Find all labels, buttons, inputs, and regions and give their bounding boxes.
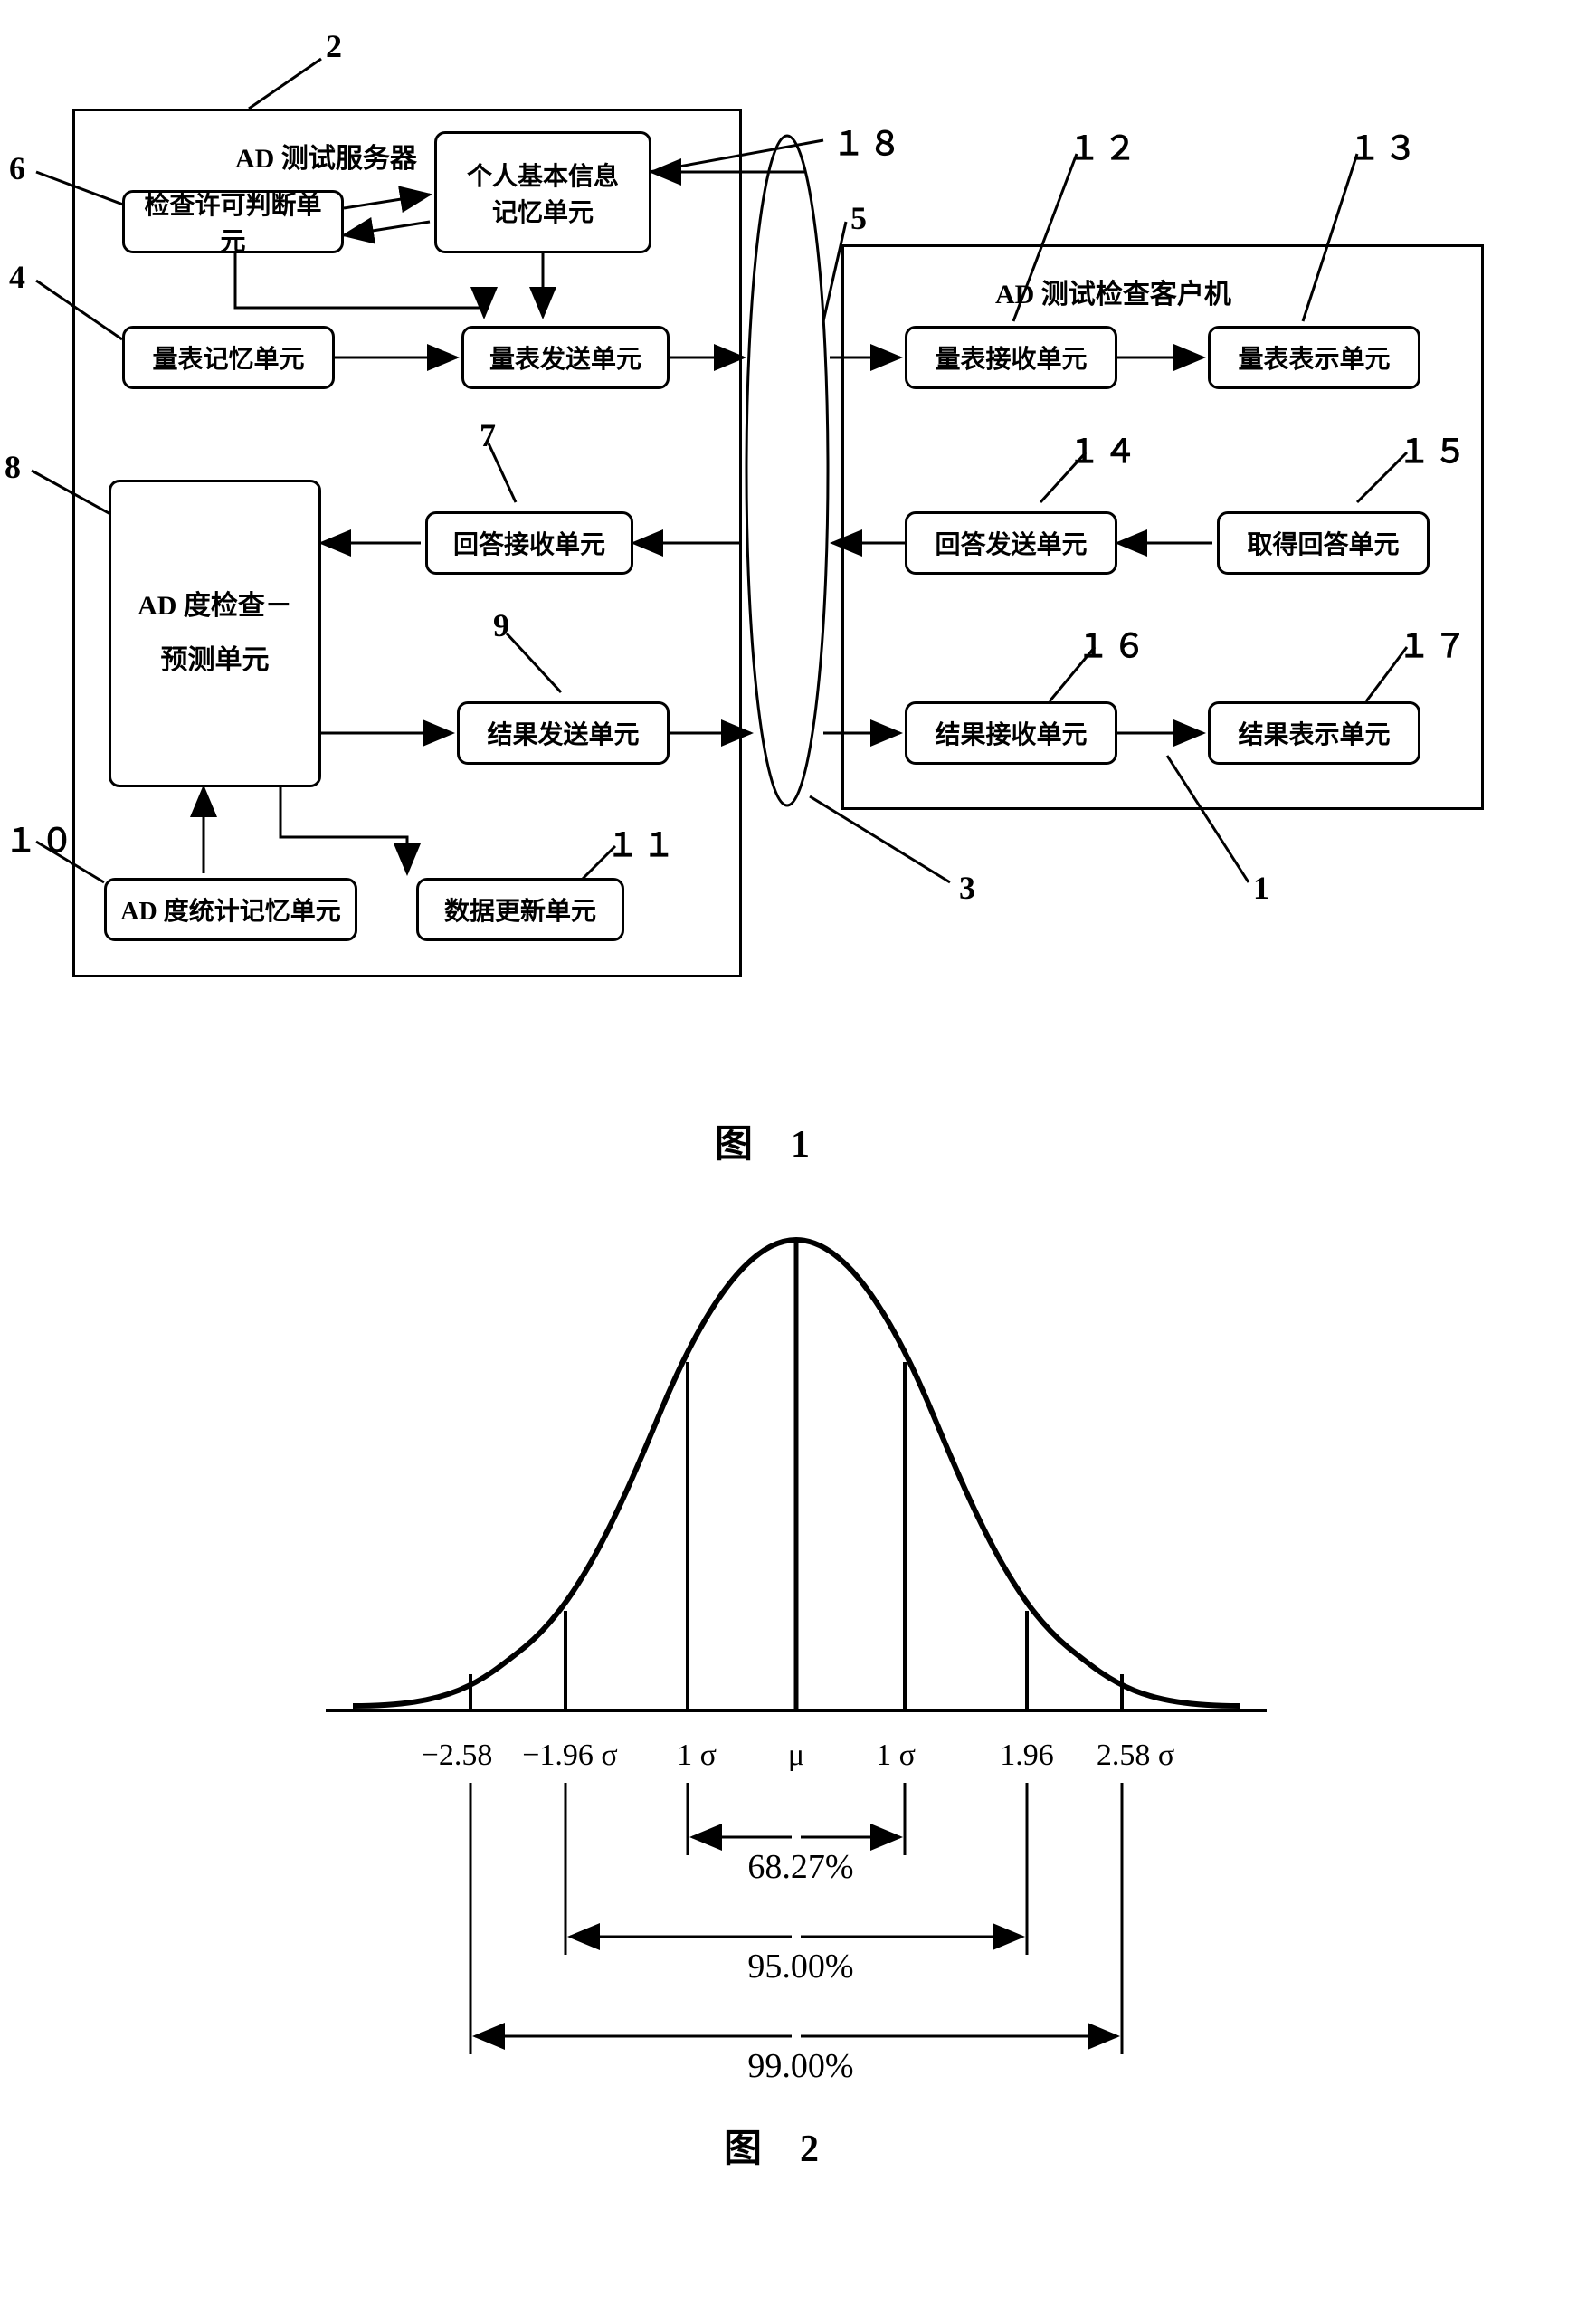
ref-9: 9: [493, 606, 513, 644]
ref-5: 5: [850, 199, 870, 237]
ref-11: １１: [606, 819, 679, 866]
xlabel-5: 1.96: [1000, 1738, 1054, 1772]
xlabel-3: μ: [788, 1738, 804, 1772]
node-answer-recv: 回答接收单元: [425, 511, 633, 575]
client-label: AD 测试检查客户机: [995, 271, 1231, 311]
ref-7: 7: [480, 416, 499, 454]
node-answer-send: 回答发送单元: [905, 511, 1117, 575]
xlabel-0: −2.58: [422, 1738, 493, 1772]
ref-15: １５: [1398, 425, 1470, 472]
figure2-bell-curve: −2.58 −1.96 σ 1 σ μ 1 σ 1.96 2.58 σ: [299, 1204, 1294, 2199]
server-label: AD 测试服务器: [235, 136, 417, 176]
ref-1: 1: [1253, 869, 1273, 907]
node-result-display: 结果表示单元: [1208, 701, 1420, 765]
ref-18: １８: [832, 118, 905, 165]
figure2-caption: 图 2: [724, 2118, 819, 2173]
node-result-send: 结果发送单元: [457, 701, 670, 765]
ref-10: １０: [5, 814, 77, 862]
node-scale-recv: 量表接收单元: [905, 326, 1117, 389]
xlabel-2: 1 σ: [677, 1738, 717, 1772]
pct-0: 68.27%: [747, 1848, 853, 1886]
ref-8: 8: [5, 448, 24, 486]
ref-4: 4: [9, 258, 29, 296]
node-scale-memory: 量表记忆单元: [122, 326, 335, 389]
xlabel-1: −1.96 σ: [522, 1738, 618, 1772]
node-personal-info: 个人基本信息 记忆单元: [434, 131, 651, 253]
ref-17: １７: [1398, 620, 1470, 667]
node-result-recv: 结果接收单元: [905, 701, 1117, 765]
node-ad-stats: AD 度统计记忆单元: [104, 878, 357, 941]
figure1-caption: 图 1: [715, 1113, 810, 1168]
diagram-canvas: AD 测试服务器 AD 测试检查客户机 2 １８ 6 4 5 １２ １３ 8 7…: [0, 0, 1596, 2305]
node-scale-send: 量表发送单元: [461, 326, 670, 389]
pct-1: 95.00%: [747, 1948, 853, 1986]
node-data-update: 数据更新单元: [416, 878, 624, 941]
ref-12: １２: [1068, 122, 1140, 169]
ref-3: 3: [959, 869, 979, 907]
node-scale-display: 量表表示单元: [1208, 326, 1420, 389]
node-ad-check: AD 度检查－ 预测单元: [109, 480, 321, 787]
xlabel-6: 2.58 σ: [1097, 1738, 1174, 1772]
ref-16: １６: [1077, 620, 1149, 667]
xlabel-4: 1 σ: [876, 1738, 916, 1772]
pct-2: 99.00%: [747, 2047, 853, 2085]
ref-13: １３: [1348, 122, 1420, 169]
node-check-permit: 检查许可判断单元: [122, 190, 344, 253]
ref-6: 6: [9, 149, 29, 187]
node-get-answer: 取得回答单元: [1217, 511, 1430, 575]
ref-2: 2: [326, 27, 346, 65]
ref-14: １４: [1068, 425, 1140, 472]
